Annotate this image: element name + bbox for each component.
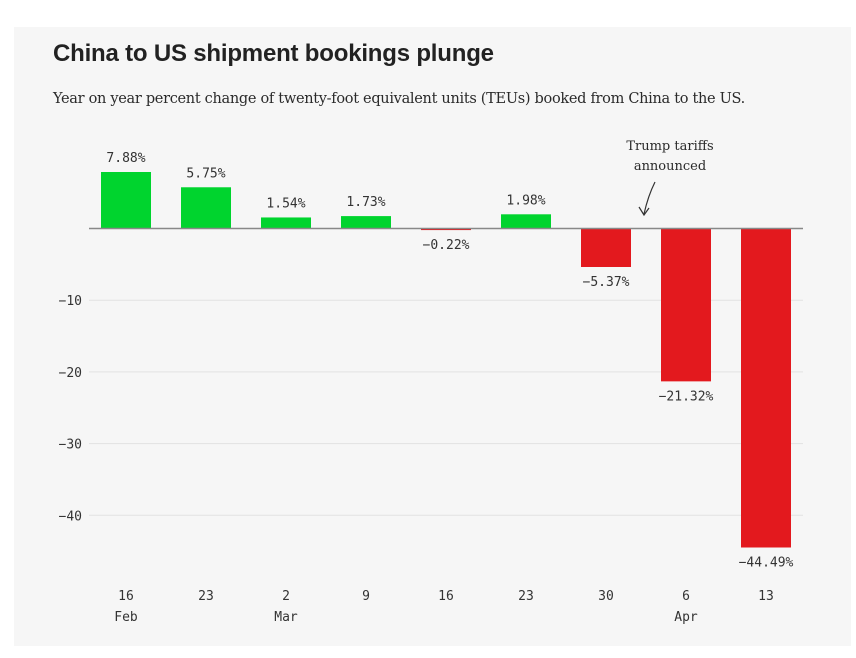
chart-panel bbox=[14, 27, 851, 646]
y-tick-label: −30 bbox=[59, 438, 82, 453]
x-tick-day-8: 13 bbox=[758, 589, 774, 604]
data-label-3: 1.73% bbox=[346, 195, 385, 210]
bar-5 bbox=[501, 214, 551, 229]
data-label-0: 7.88% bbox=[106, 151, 145, 166]
bar-7 bbox=[661, 228, 711, 382]
bar-2 bbox=[261, 217, 311, 229]
bars bbox=[101, 172, 791, 548]
x-tick-month-0: Feb bbox=[114, 610, 138, 625]
y-axis-ticks: −10 −20 −30 −40 bbox=[59, 294, 82, 524]
annotation-line-1: Trump tariffs bbox=[626, 139, 713, 154]
annotation-arrow-icon bbox=[643, 181, 656, 215]
annotation-line-2: announced bbox=[634, 159, 706, 174]
chart-title: China to US shipment bookings plunge bbox=[53, 40, 494, 67]
x-tick-day-7: 6 bbox=[682, 589, 690, 604]
x-tick-day-0: 16 bbox=[118, 589, 134, 604]
bar-0 bbox=[101, 172, 151, 229]
y-tick-label: −10 bbox=[59, 294, 82, 309]
x-tick-day-3: 9 bbox=[362, 589, 370, 604]
bar-4 bbox=[421, 228, 471, 231]
data-label-1: 5.75% bbox=[186, 166, 225, 181]
y-tick-label: −20 bbox=[59, 366, 82, 381]
x-tick-day-6: 30 bbox=[598, 589, 614, 604]
bar-3 bbox=[341, 216, 391, 229]
chart-subtitle: Year on year percent change of twenty-fo… bbox=[53, 91, 745, 107]
data-label-8: −44.49% bbox=[739, 555, 794, 570]
data-label-5: 1.98% bbox=[506, 193, 545, 208]
x-tick-day-4: 16 bbox=[438, 589, 454, 604]
x-axis-ticks: 16 Feb 23 2 Mar 9 16 23 30 6 Apr 13 bbox=[114, 589, 774, 625]
x-tick-day-2: 2 bbox=[282, 589, 290, 604]
data-label-7: −21.32% bbox=[659, 389, 714, 404]
bar-6 bbox=[581, 228, 631, 268]
x-tick-month-2: Mar bbox=[274, 610, 298, 625]
data-label-2: 1.54% bbox=[266, 196, 305, 211]
bar-8 bbox=[741, 228, 791, 548]
data-labels: 7.88% 5.75% 1.54% 1.73% −0.22% 1.98% −5.37% −21… bbox=[106, 151, 793, 570]
y-tick-label: −40 bbox=[59, 509, 82, 524]
data-label-6: −5.37% bbox=[583, 275, 630, 290]
annotation-tariffs: Trump tariffs announced bbox=[626, 139, 714, 217]
bar-1 bbox=[181, 187, 231, 229]
data-label-4: −0.22% bbox=[423, 238, 470, 253]
x-tick-month-7: Apr bbox=[674, 610, 698, 625]
x-tick-day-5: 23 bbox=[518, 589, 534, 604]
x-tick-day-1: 23 bbox=[198, 589, 214, 604]
annotation-arrowhead-icon bbox=[638, 206, 650, 217]
